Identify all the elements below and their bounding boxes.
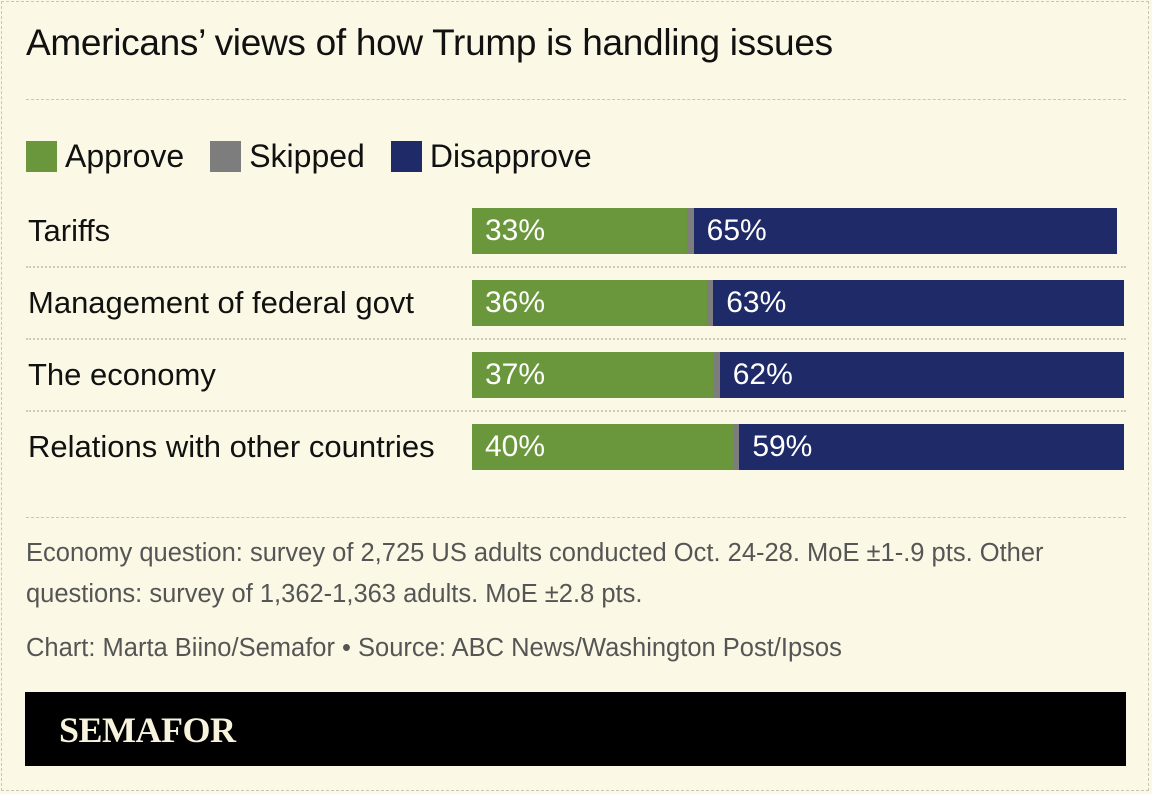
bar-approve	[472, 208, 688, 254]
legend-swatch-disapprove	[390, 141, 422, 172]
credit-line: Chart: Marta Biino/Semafor • Source: ABC…	[26, 634, 842, 662]
data-label-approve: 40%	[485, 430, 546, 463]
row-separator	[26, 266, 1126, 268]
data-label-approve: 33%	[485, 214, 546, 247]
data-label-disapprove: 63%	[726, 286, 787, 319]
data-label-disapprove: 62%	[732, 358, 793, 391]
bar-approve	[472, 280, 707, 326]
divider	[26, 99, 1126, 100]
bar-skipped	[706, 280, 714, 326]
bar-disapprove	[713, 280, 1124, 326]
bar-skipped	[687, 208, 694, 254]
semafor-logo: SEMAFOR	[59, 710, 236, 750]
legend-item-skipped: Skipped	[210, 138, 365, 175]
chart-title: Americans’ views of how Trump is handlin…	[26, 22, 833, 63]
bar-disapprove	[693, 208, 1118, 254]
data-label-disapprove: 59%	[752, 430, 813, 463]
bar-disapprove	[739, 424, 1124, 470]
row-separator	[26, 410, 1126, 412]
bar-skipped	[713, 352, 720, 398]
category-label: Tariffs	[28, 213, 111, 248]
bar-disapprove	[719, 352, 1124, 398]
brand-bar: SEMAFOR	[25, 692, 1126, 766]
legend-swatch-skipped	[210, 141, 242, 172]
legend-item-approve: Approve	[26, 138, 184, 175]
row-separator	[26, 338, 1126, 340]
legend-label: Skipped	[249, 138, 365, 174]
data-label-disapprove: 65%	[706, 214, 767, 247]
category-label: Relations with other countries	[28, 429, 435, 464]
bar-skipped	[732, 424, 740, 470]
category-label: Management of federal govt	[28, 285, 415, 320]
legend-label: Approve	[65, 138, 185, 174]
data-label-approve: 37%	[485, 358, 546, 391]
data-label-approve: 36%	[485, 286, 546, 319]
divider	[26, 517, 1126, 518]
bar-approve	[472, 424, 733, 470]
bar-approve	[472, 352, 714, 398]
methodology-note: Economy question: survey of 2,725 US adu…	[26, 539, 1044, 608]
legend-item-disapprove: Disapprove	[390, 138, 592, 175]
category-label: The economy	[28, 357, 216, 392]
legend: Approve Skipped Disapprove	[26, 138, 618, 175]
legend-swatch-approve	[26, 141, 57, 172]
legend-label: Disapprove	[429, 138, 592, 174]
